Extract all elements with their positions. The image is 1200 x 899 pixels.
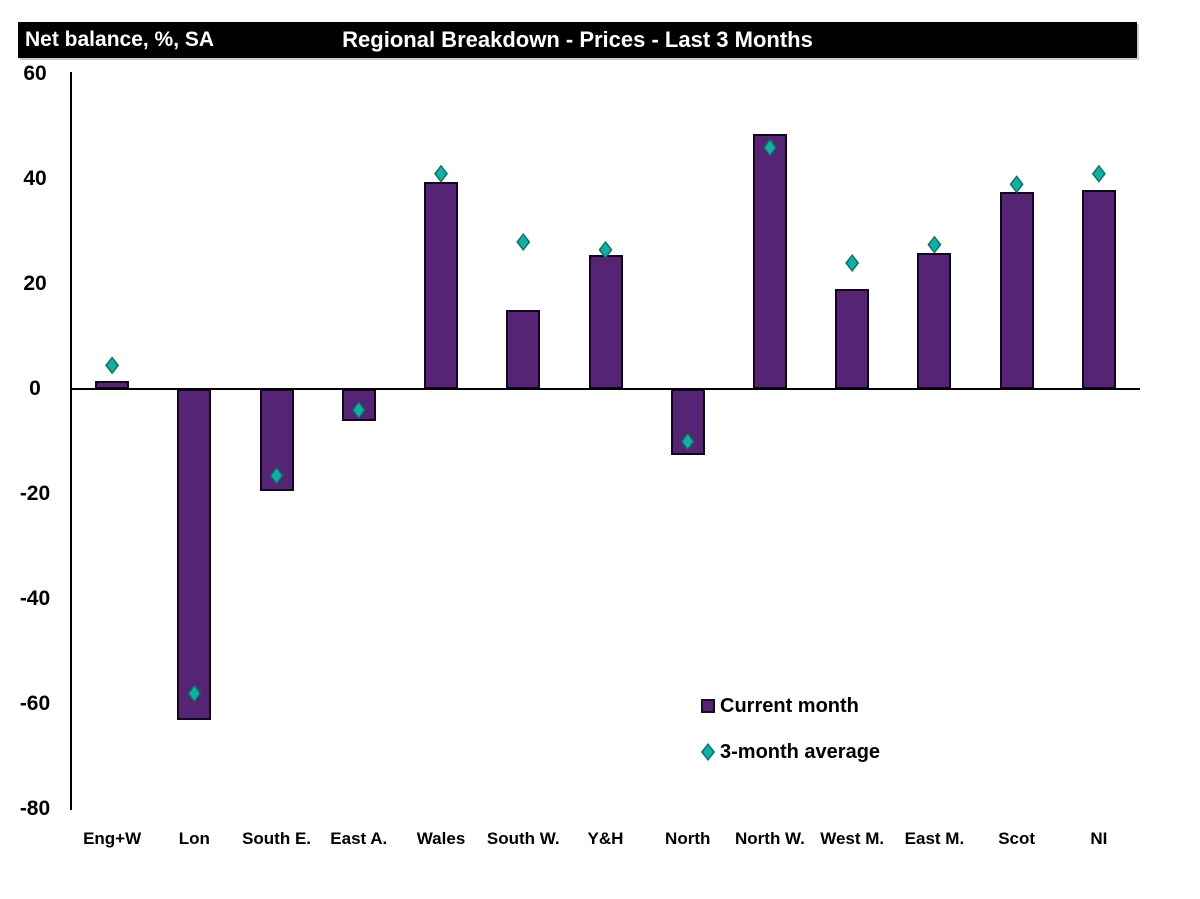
bar-east-m- [917,252,952,389]
x-axis-label: Y&H [587,829,624,848]
legend-diamond-marker [701,743,715,761]
avg-diamond-east-m- [927,235,942,254]
chart-title: Regional Breakdown - Prices - Last 3 Mon… [342,27,813,52]
x-axis-label: Wales [416,829,466,848]
bar-ni [1081,189,1116,389]
avg-diamond-north [680,432,695,451]
title-band: Net balance, %, SA Regional Breakdown - … [18,22,1137,58]
x-axis-label: Scot [998,829,1036,848]
bar-north-w- [752,134,787,389]
avg-diamond-west-m- [845,254,860,272]
legend-entry-3-month-average: 3-month average [701,740,880,764]
x-axis-label: North W. [735,829,805,848]
avg-diamond-south-w- [516,233,531,251]
x-axis-label: South W. [486,829,560,848]
x-axis-label: Eng+W [83,829,142,848]
legend-entry-current-month: Current month [701,694,880,718]
y-tick-label: -20 [19,482,51,505]
avg-diamond-scot [1009,175,1024,194]
x-axis-label: East A. [330,829,388,848]
bar-y&h [588,255,623,389]
y-axis-units-label: Net balance, %, SA [25,28,215,51]
avg-diamond-north-w- [762,138,777,157]
y-tick-label: -40 [19,587,51,610]
bar-scot [999,192,1034,389]
avg-diamond-y&h [598,240,613,259]
y-axis-line [70,72,72,810]
y-tick-label: -60 [19,692,51,715]
avg-diamond-south-e- [269,466,284,485]
y-tick-label: 40 [23,167,47,190]
legend: Current month 3-month average [701,694,880,786]
x-axis-label: East M. [904,829,965,848]
bar-wales [424,181,459,389]
bar-south-w- [506,310,541,389]
x-axis-zero-line [71,388,1140,390]
legend-square-marker [701,699,715,713]
y-tick-label: 0 [29,377,41,400]
legend-label: Current month [720,695,859,717]
y-tick-label: -80 [19,797,51,820]
y-tick-label: 20 [23,272,47,295]
x-axis-label: NI [1090,829,1108,848]
avg-diamond-ni [1091,164,1106,183]
y-tick-label: 60 [23,62,47,85]
avg-diamond-wales [434,164,449,183]
avg-diamond-eng+w [105,356,120,375]
legend-label: 3-month average [720,741,881,763]
bar-west-m- [835,289,870,389]
x-axis-label: North [665,829,711,848]
x-axis-label: South E. [242,829,312,848]
x-axis-label: Lon [178,829,210,848]
avg-diamond-east-a- [351,401,366,419]
x-axis-label: West M. [820,829,885,848]
bar-lon [177,389,212,720]
avg-diamond-lon [187,684,202,703]
